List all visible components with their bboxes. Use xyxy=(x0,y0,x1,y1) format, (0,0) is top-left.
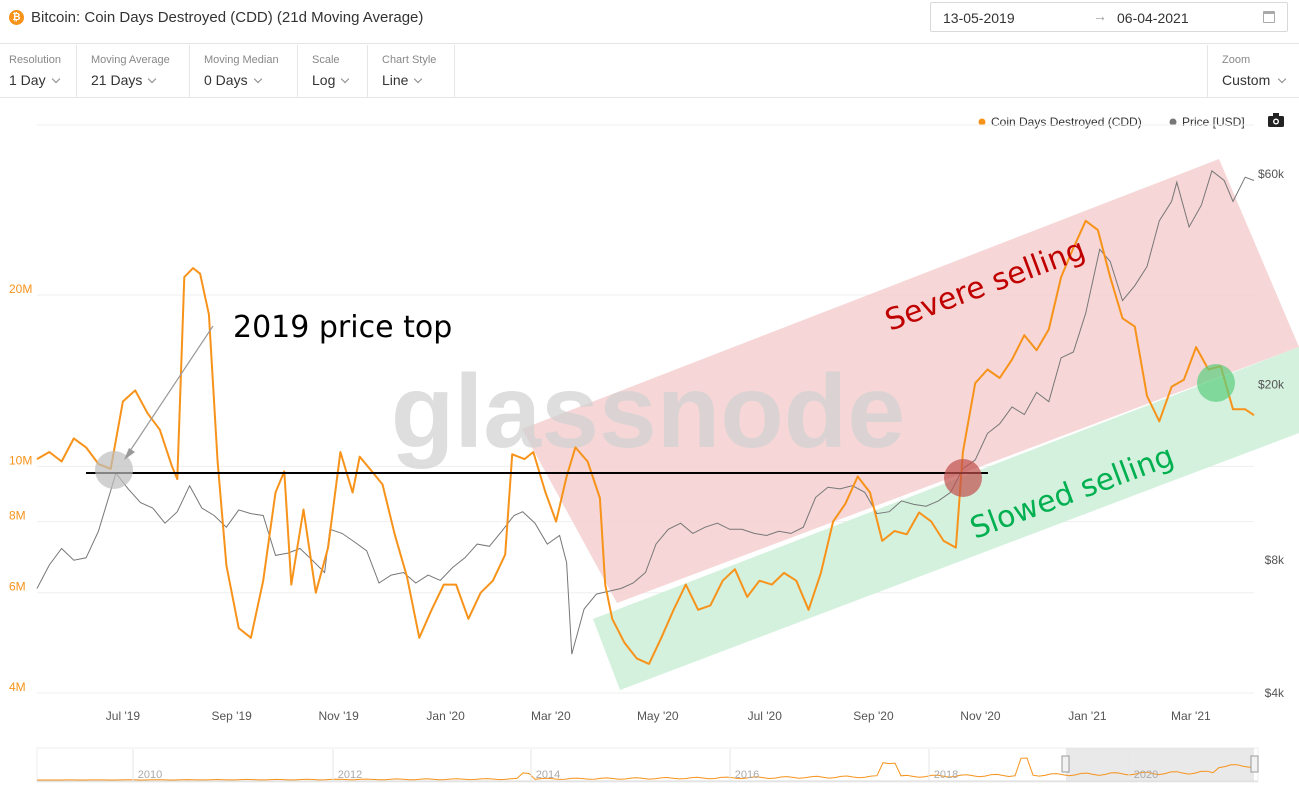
y-left-tick-label: 4M xyxy=(9,680,26,694)
chevron-down-icon xyxy=(148,74,157,84)
y-right-tick-label: $20k xyxy=(1258,378,1285,392)
y-left-tick-label: 8M xyxy=(9,509,26,523)
chevron-down-icon xyxy=(51,74,60,84)
cdd-series-line[interactable] xyxy=(36,219,1255,665)
price-top-marker xyxy=(95,451,133,489)
calendar-icon[interactable] xyxy=(1263,11,1275,23)
title-bar: ₿ Bitcoin: Coin Days Destroyed (CDD) (21… xyxy=(0,0,1299,44)
x-tick-label: May '20 xyxy=(637,709,679,723)
legend-label-price[interactable]: Price [USD] xyxy=(1182,115,1245,129)
x-tick-label: Sep '20 xyxy=(853,709,894,723)
chart-controls: Resolution 1 Day Moving Average 21 Days … xyxy=(0,45,1299,98)
chevron-down-icon xyxy=(1277,74,1287,84)
navigator-year-label: 2014 xyxy=(536,769,560,781)
y-right-tick-label: $4k xyxy=(1265,686,1285,700)
chart-title: Bitcoin: Coin Days Destroyed (CDD) (21d … xyxy=(31,9,424,26)
zoom-value[interactable]: Custom xyxy=(1222,72,1287,88)
slowdown-marker xyxy=(1197,364,1235,402)
x-axis: Jul '19 Sep '19 Nov '19 Jan '20 Mar '20 May '… xyxy=(106,709,1211,723)
moving-average-value[interactable]: 21 Days xyxy=(91,72,157,88)
chart-style-value[interactable]: Line xyxy=(382,72,423,88)
y-left-tick-label: 10M xyxy=(9,453,32,467)
x-tick-label: Jan '20 xyxy=(426,709,465,723)
chart-style-label: Chart Style xyxy=(382,54,437,66)
scale-dropdown[interactable]: Scale Log xyxy=(298,45,368,98)
moving-average-dropdown[interactable]: Moving Average 21 Days xyxy=(77,45,190,98)
moving-average-label: Moving Average xyxy=(91,54,170,66)
scale-value[interactable]: Log xyxy=(312,72,350,88)
bitcoin-icon: ₿ xyxy=(9,10,24,25)
y-axis-left: 20M 10M 8M 6M 4M xyxy=(9,282,32,694)
moving-median-value[interactable]: 0 Days xyxy=(204,72,262,88)
legend: Coin Days Destroyed (CDD) Price [USD] xyxy=(978,115,1245,129)
moving-median-dropdown[interactable]: Moving Median 0 Days xyxy=(190,45,298,98)
slowed-selling-band xyxy=(593,347,1299,690)
x-tick-label: Nov '20 xyxy=(960,709,1001,723)
date-range-picker[interactable]: 13-05-2019 → 06-04-2021 xyxy=(930,2,1288,32)
scale-label: Scale xyxy=(312,54,340,66)
y-right-tick-label: $8k xyxy=(1265,553,1285,567)
date-from-input[interactable]: 13-05-2019 xyxy=(943,10,1015,26)
navigator-year-label: 2010 xyxy=(138,769,162,781)
arrow-right-icon: → xyxy=(1093,8,1107,24)
x-tick-label: Jan '21 xyxy=(1068,709,1107,723)
x-tick-label: Jul '20 xyxy=(748,709,783,723)
chevron-down-icon xyxy=(414,74,423,84)
chart-area[interactable]: Coin Days Destroyed (CDD) Price [USD] gl… xyxy=(0,99,1299,788)
navigator-selection[interactable] xyxy=(1066,748,1254,782)
resolution-dropdown[interactable]: Resolution 1 Day xyxy=(0,45,77,98)
x-tick-label: Sep '19 xyxy=(211,709,252,723)
legend-marker-price xyxy=(1169,118,1177,126)
y-right-tick-label: $60k xyxy=(1258,167,1285,181)
zoom-dropdown[interactable]: Zoom Custom xyxy=(1207,45,1299,98)
navigator-handle-left[interactable] xyxy=(1061,755,1070,773)
x-tick-label: Mar '20 xyxy=(531,709,571,723)
zoom-label: Zoom xyxy=(1222,54,1251,66)
annotation-price-top: 2019 price top xyxy=(233,310,452,345)
price-series-line[interactable] xyxy=(36,169,1255,655)
x-tick-label: Nov '19 xyxy=(318,709,359,723)
moving-median-label: Moving Median xyxy=(204,54,279,66)
x-tick-label: Jul '19 xyxy=(106,709,141,723)
navigator[interactable]: 2010 2012 2014 2016 2018 2020 xyxy=(36,747,1259,783)
navigator-handle-right[interactable] xyxy=(1250,755,1259,773)
navigator-year-label: 2012 xyxy=(338,769,362,781)
legend-label-cdd[interactable]: Coin Days Destroyed (CDD) xyxy=(991,115,1142,129)
navigator-series-line xyxy=(37,757,1256,781)
chart-style-dropdown[interactable]: Chart Style Line xyxy=(368,45,455,98)
arrow-head-icon xyxy=(124,448,135,460)
navigator-year-label: 2018 xyxy=(934,769,958,781)
navigator-year-label: 2016 xyxy=(735,769,759,781)
legend-marker-cdd xyxy=(978,118,986,126)
breakout-marker xyxy=(944,459,982,497)
camera-icon[interactable] xyxy=(1268,113,1284,127)
x-tick-label: Mar '21 xyxy=(1171,709,1211,723)
y-axis-right: $60k $20k $8k $4k xyxy=(1258,167,1285,700)
resolution-value[interactable]: 1 Day xyxy=(9,72,60,88)
annotation-arrow xyxy=(127,325,214,455)
watermark: glassnode xyxy=(391,354,905,470)
y-left-tick-label: 6M xyxy=(9,580,26,594)
resolution-label: Resolution xyxy=(9,54,61,66)
severe-selling-band xyxy=(522,159,1299,603)
y-left-tick-label: 20M xyxy=(9,282,32,296)
chevron-down-icon xyxy=(253,74,262,84)
date-to-input[interactable]: 06-04-2021 xyxy=(1117,10,1189,26)
chevron-down-icon xyxy=(341,74,350,84)
navigator-year-label: 2020 xyxy=(1134,769,1158,781)
